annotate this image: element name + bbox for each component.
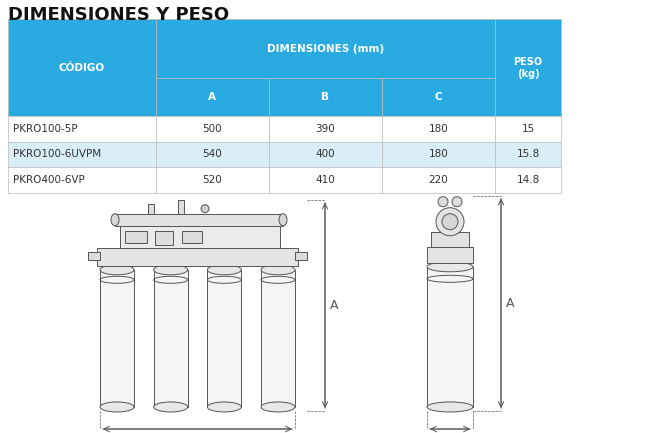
Text: CÓDIGO: CÓDIGO (59, 63, 104, 73)
Bar (155, 231, 173, 245)
Bar (155, 19, 495, 78)
Bar (382, 167, 495, 193)
Bar (8, 142, 155, 167)
Ellipse shape (100, 402, 134, 412)
Text: 14.8: 14.8 (517, 175, 540, 185)
Bar (154, 270, 188, 407)
Text: DIMENSIONES (mm): DIMENSIONES (mm) (267, 44, 384, 54)
Bar (495, 142, 561, 167)
Bar (295, 252, 307, 260)
Bar (427, 267, 473, 407)
Bar (261, 270, 295, 407)
Bar (269, 167, 382, 193)
Text: 180: 180 (429, 124, 448, 134)
Text: 540: 540 (203, 149, 222, 159)
Text: PESO
(kg): PESO (kg) (513, 57, 542, 79)
Bar (88, 252, 100, 260)
Text: DIMENSIONES Y PESO: DIMENSIONES Y PESO (8, 6, 229, 25)
Bar (207, 270, 241, 407)
Bar (427, 247, 473, 263)
Ellipse shape (100, 265, 134, 275)
Bar (182, 231, 202, 243)
Text: PKRO100-5P: PKRO100-5P (13, 124, 77, 134)
Ellipse shape (111, 214, 119, 226)
Text: 180: 180 (429, 149, 448, 159)
Text: 410: 410 (315, 175, 335, 185)
Bar (97, 248, 298, 266)
Circle shape (442, 214, 458, 230)
Text: 500: 500 (203, 124, 222, 134)
Text: A: A (208, 92, 216, 103)
Bar (120, 226, 280, 248)
Text: C: C (435, 92, 442, 103)
Bar (382, 142, 495, 167)
Text: A: A (330, 299, 339, 312)
Bar (155, 78, 269, 116)
Ellipse shape (261, 265, 295, 275)
Text: 15.8: 15.8 (517, 149, 540, 159)
Text: A: A (506, 297, 515, 310)
Bar (8, 116, 155, 142)
Ellipse shape (154, 402, 188, 412)
Bar (178, 200, 184, 214)
Text: 15: 15 (522, 124, 535, 134)
Bar (269, 142, 382, 167)
Bar (495, 167, 561, 193)
Bar (8, 167, 155, 193)
Bar (495, 19, 561, 116)
Circle shape (438, 197, 448, 207)
Bar (100, 270, 134, 407)
Ellipse shape (427, 262, 473, 272)
Ellipse shape (207, 265, 241, 275)
Ellipse shape (261, 402, 295, 412)
Bar (115, 214, 283, 226)
Bar (155, 167, 269, 193)
Ellipse shape (154, 265, 188, 275)
Bar (155, 142, 269, 167)
Text: PKRO400-6VP: PKRO400-6VP (13, 175, 84, 185)
Text: 400: 400 (315, 149, 335, 159)
Bar (269, 78, 382, 116)
Circle shape (436, 208, 464, 236)
Bar (269, 116, 382, 142)
Bar (495, 116, 561, 142)
Circle shape (452, 197, 462, 207)
Circle shape (201, 205, 209, 213)
Bar (382, 116, 495, 142)
Text: 390: 390 (315, 124, 335, 134)
Bar (148, 204, 154, 214)
Bar (431, 232, 469, 247)
Text: 220: 220 (429, 175, 448, 185)
Text: 520: 520 (203, 175, 222, 185)
Bar (382, 78, 495, 116)
Ellipse shape (427, 402, 473, 412)
Bar (155, 116, 269, 142)
Ellipse shape (207, 402, 241, 412)
Ellipse shape (279, 214, 287, 226)
Text: PKRO100-6UVPM: PKRO100-6UVPM (13, 149, 101, 159)
Bar (8, 19, 155, 116)
Text: B: B (321, 92, 330, 103)
Bar (125, 231, 147, 243)
